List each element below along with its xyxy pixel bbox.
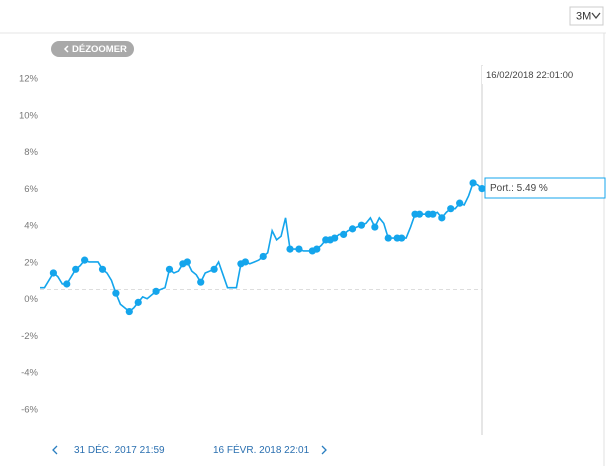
y-tick-label: -6% [21,404,38,415]
point [197,278,205,286]
point [134,298,142,306]
y-tick-label: 0% [24,294,38,305]
point [210,265,218,273]
nav-next[interactable] [321,445,327,455]
point [438,214,446,222]
point [339,230,348,238]
point [81,256,89,264]
point [469,179,477,187]
point [429,210,437,218]
y-tick-label: -4% [21,368,38,379]
y-tick-label: 6% [24,184,38,195]
point [72,265,80,273]
tooltip-box [484,177,606,199]
point [63,280,71,288]
point [384,234,392,242]
y-tick-label: -2% [21,331,38,342]
point [259,252,267,261]
point [456,199,464,207]
point [357,221,366,229]
point [331,234,339,242]
point [165,265,174,273]
y-tick-label: 10% [19,110,39,121]
point [152,287,160,295]
y-tick-label: 4% [24,221,38,232]
point [286,245,294,253]
zoom-button-label: DÉZOOMER [72,44,127,55]
zoom-button[interactable] [51,41,134,57]
point [415,210,424,218]
range-select[interactable] [569,6,604,26]
point [241,258,249,266]
nav-prev[interactable] [52,445,58,455]
point [98,265,107,273]
point [125,307,133,316]
range-select-arrow [591,12,601,20]
point [478,185,486,193]
y-tick-label: 8% [24,147,38,158]
nav-start-label: 31 DÉC. 2017 21:59 [74,443,165,456]
point [348,225,357,233]
zoom-button-icon [63,45,69,53]
point [447,205,455,213]
point [313,245,321,253]
point [49,269,57,277]
point [295,245,303,253]
point [398,234,406,242]
nav-end-label: 16 FÉVR. 2018 22:01 [213,443,310,456]
y-tick-label: 12% [19,74,39,85]
tooltip-label: Port.: 5.49 % [490,183,548,194]
y-tick-label: 2% [24,257,38,268]
range-select-label: 3M [576,10,591,22]
tooltip-date: 16/02/2018 22:01:00 [486,70,573,81]
point [183,258,191,266]
tooltip-date-box [482,66,572,84]
point [112,289,120,297]
point [371,223,379,231]
